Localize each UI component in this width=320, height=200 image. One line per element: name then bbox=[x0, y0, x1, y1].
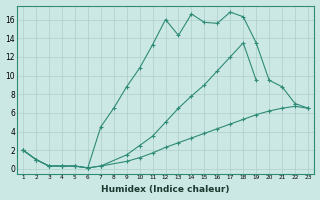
X-axis label: Humidex (Indice chaleur): Humidex (Indice chaleur) bbox=[101, 185, 230, 194]
